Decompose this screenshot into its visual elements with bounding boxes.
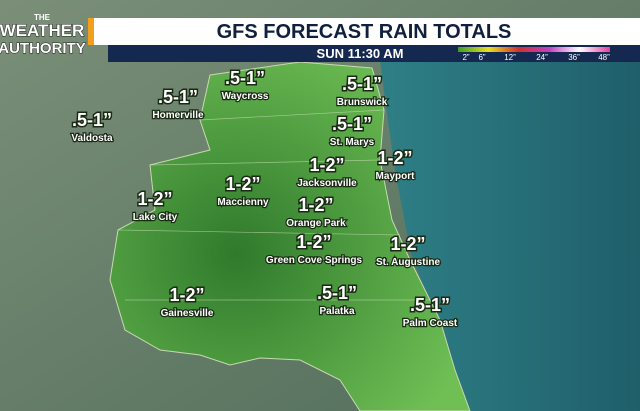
rain-amount: .5-1” [332,114,372,134]
city-name: Valdosta [71,133,113,144]
rain-amount: .5-1” [342,74,382,94]
rain-amount: 1-2” [137,189,172,209]
rain-amount: 1-2” [309,155,344,175]
forecast-time: SUN 11:30 AM [317,46,404,61]
title: GFS FORECAST RAIN TOTALS [217,21,512,43]
city-name: Maccienny [217,197,269,208]
rain-amount: 1-2” [390,234,425,254]
city-name: Brunswick [337,97,388,108]
rain-amount: 1-2” [225,174,260,194]
ocean [380,50,640,411]
legend-label: 6” [478,53,485,62]
legend-label: 36” [568,53,580,62]
logo-line: THE [34,13,51,22]
title-accent [88,18,94,45]
legend-bar [458,47,610,52]
county-lines [117,109,430,301]
rain-amount: .5-1” [225,68,265,88]
rain-amount: 1-2” [169,285,204,305]
city-name: Mayport [376,171,416,182]
city-labels: .5-1” Waycross .5-1” Homerville .5-1” Valdost… [70,67,459,331]
city-name: Waycross [222,91,269,102]
legend-label: 48” [598,53,610,62]
title-bar [88,18,640,45]
city-name: Homerville [152,110,204,121]
legend-label: 24” [536,53,548,62]
rain-amount: 1-2” [296,232,331,252]
city-name: Orange Park [286,218,346,229]
legend-label: 2” [462,53,469,62]
city-name: Green Cove Springs [266,255,363,266]
rain-amount: .5-1” [410,295,450,315]
legend-label: 12” [504,53,516,62]
rain-amount: .5-1” [158,87,198,107]
city-name: Lake City [133,212,178,223]
logo-line: WEATHER [0,21,84,40]
rain-amount: 1-2” [377,148,412,168]
city-name: Jacksonville [297,178,357,189]
logo-line: AUTHORITY [0,40,86,57]
city-name: Palm Coast [403,318,458,329]
rain-amount: .5-1” [317,283,357,303]
rain-amount: .5-1” [72,110,112,130]
city-name: Palatka [319,306,354,317]
rain-amount: 1-2” [298,195,333,215]
city-name: Gainesville [161,308,214,319]
legend-labels: 2” 6” 12” 24” 36” 48” [462,53,610,62]
city-name: St. Augustine [376,257,441,268]
city-name: St. Marys [330,137,375,148]
